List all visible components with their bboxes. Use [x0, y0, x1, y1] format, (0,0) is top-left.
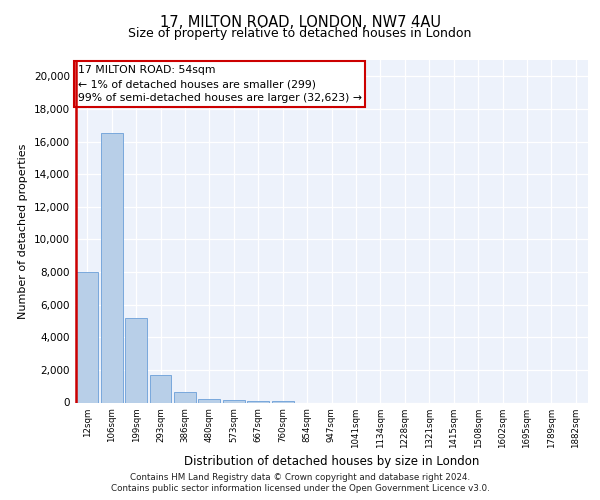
- Bar: [125, 318, 147, 402]
- Bar: [223, 400, 245, 402]
- Bar: [149, 375, 172, 402]
- Y-axis label: Number of detached properties: Number of detached properties: [19, 144, 28, 319]
- Text: Size of property relative to detached houses in London: Size of property relative to detached ho…: [128, 28, 472, 40]
- Text: Contains public sector information licensed under the Open Government Licence v3: Contains public sector information licen…: [110, 484, 490, 493]
- Text: Contains HM Land Registry data © Crown copyright and database right 2024.: Contains HM Land Registry data © Crown c…: [130, 472, 470, 482]
- Text: 17 MILTON ROAD: 54sqm
← 1% of detached houses are smaller (299)
99% of semi-deta: 17 MILTON ROAD: 54sqm ← 1% of detached h…: [77, 65, 362, 103]
- Text: 17, MILTON ROAD, LONDON, NW7 4AU: 17, MILTON ROAD, LONDON, NW7 4AU: [160, 15, 440, 30]
- Bar: [247, 400, 269, 402]
- Bar: [76, 272, 98, 402]
- Bar: [199, 399, 220, 402]
- Bar: [101, 134, 122, 402]
- Bar: [174, 392, 196, 402]
- X-axis label: Distribution of detached houses by size in London: Distribution of detached houses by size …: [184, 454, 479, 468]
- Bar: [272, 401, 293, 402]
